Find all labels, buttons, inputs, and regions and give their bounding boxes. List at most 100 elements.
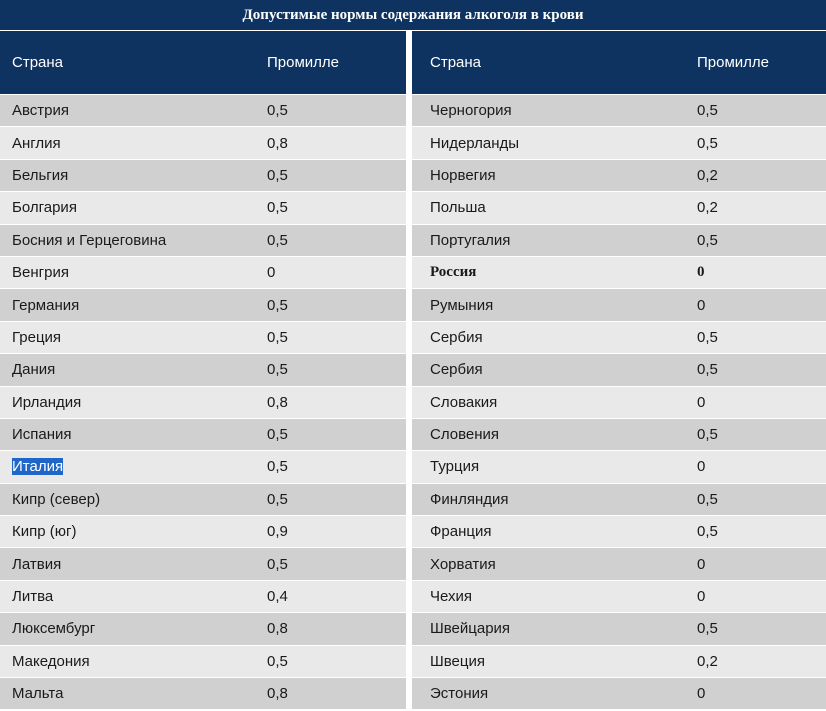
promille-cell: 0 [697, 588, 706, 606]
promille-cell: 0,5 [697, 426, 718, 444]
table-row: Франция 0,5 [412, 515, 826, 548]
country-cell: Польша [412, 199, 697, 216]
country-cell: Чехия [412, 588, 697, 605]
promille-cell: 0 [697, 296, 706, 314]
country-cell: Словения [412, 426, 697, 443]
promille-cell: 0 [697, 393, 706, 411]
promille-cell: 0,8 [267, 620, 288, 638]
country-name[interactable]: Латвия [12, 555, 62, 573]
promille-cell: 0,5 [267, 199, 288, 217]
table-row: Сербия 0,5 [412, 353, 826, 386]
country-name[interactable]: Швеция [430, 652, 485, 670]
column-divider [406, 31, 412, 711]
country-cell: Ирландия [0, 394, 267, 411]
country-cell: Италия [0, 458, 267, 476]
country-name[interactable]: Германия [12, 296, 80, 314]
promille-cell: 0,5 [267, 652, 288, 670]
country-cell: Македония [0, 653, 267, 670]
country-cell: Нидерланды [412, 135, 697, 152]
selected-country-name[interactable]: Италия [12, 458, 64, 476]
header-country: Страна [430, 54, 482, 71]
country-name[interactable]: Македония [12, 652, 90, 670]
country-name[interactable]: Швейцария [430, 620, 511, 638]
country-name[interactable]: Кипр (юг) [12, 523, 77, 541]
country-cell: Англия [0, 135, 267, 152]
country-name[interactable]: Румыния [430, 296, 494, 314]
country-name[interactable]: Австрия [12, 102, 70, 120]
table-row: Дания 0,5 [0, 353, 406, 386]
country-name[interactable]: Сербия [430, 328, 483, 346]
country-cell: Сербия [412, 361, 697, 378]
country-cell: Болгария [0, 199, 267, 216]
country-name[interactable]: Португалия [430, 231, 511, 249]
country-name[interactable]: Англия [12, 134, 61, 152]
country-name[interactable]: Турция [430, 458, 480, 476]
country-name[interactable]: Венгрия [12, 264, 69, 282]
country-cell: Германия [0, 297, 267, 314]
country-name[interactable]: Польша [430, 199, 486, 217]
country-name[interactable]: Норвегия [430, 166, 496, 184]
header-promille: Промилле [697, 54, 770, 71]
right-table-body: Черногория 0,5 Нидерланды 0,5 Норвегия 0,2 Пол… [412, 94, 826, 710]
country-cell: Хорватия [412, 556, 697, 573]
title-separator [0, 30, 826, 31]
header-promille: Промилле [267, 54, 340, 71]
table-row: Хорватия 0 [412, 547, 826, 580]
country-name[interactable]: Сербия [430, 361, 483, 379]
country-name[interactable]: Бельгия [12, 166, 69, 184]
country-name[interactable]: Мальта [12, 685, 64, 703]
country-cell: Кипр (юг) [0, 523, 267, 540]
country-name[interactable]: Финляндия [430, 490, 509, 508]
table-row: Венгрия 0 [0, 255, 406, 289]
promille-cell: 0,8 [267, 393, 288, 411]
promille-cell: 0,5 [697, 231, 718, 249]
promille-cell: 0,5 [267, 555, 288, 573]
promille-cell: 0,5 [267, 102, 288, 120]
table-row: Турция 0 [412, 450, 826, 483]
promille-cell: 0 [267, 264, 276, 282]
table-row: Португалия 0,5 [412, 223, 826, 256]
table-row: Нидерланды 0,5 [412, 126, 826, 159]
table-row: Россия 0 [412, 255, 826, 289]
country-name[interactable]: Болгария [12, 199, 77, 217]
promille-cell: 0,8 [267, 685, 288, 703]
country-cell: Финляндия [412, 491, 697, 508]
country-name[interactable]: Греция [12, 328, 62, 346]
promille-cell: 0,5 [697, 328, 718, 346]
promille-cell: 0,5 [267, 328, 288, 346]
country-name[interactable]: Чехия [430, 588, 473, 606]
table-row: Польша 0,2 [412, 191, 826, 224]
country-name[interactable]: Словакия [430, 393, 498, 411]
country-name[interactable]: Эстония [430, 685, 489, 703]
country-cell: Норвегия [412, 167, 697, 184]
country-name[interactable]: Нидерланды [430, 134, 520, 152]
country-cell: Бельгия [0, 167, 267, 184]
country-name[interactable]: Дания [12, 361, 56, 379]
table-row: Кипр (юг) 0,9 [0, 515, 406, 548]
country-name[interactable]: Черногория [430, 102, 512, 120]
country-name[interactable]: Ирландия [12, 393, 82, 411]
promille-cell: 0,5 [267, 166, 288, 184]
country-name[interactable]: Люксембург [12, 620, 96, 638]
table-row: Румыния 0 [412, 288, 826, 321]
table-row: Македония 0,5 [0, 644, 406, 678]
country-name[interactable]: Словения [430, 426, 500, 444]
table-row: Ирландия 0,8 [0, 385, 406, 418]
promille-cell: 0 [697, 555, 706, 573]
table-row: Швейцария 0,5 [412, 612, 826, 645]
country-name[interactable]: Франция [430, 523, 492, 541]
table-title: Допустимые нормы содержания алкоголя в к… [0, 0, 826, 30]
country-name[interactable]: Кипр (север) [12, 490, 101, 508]
left-table: Страна Промилле Австрия 0,5 Англия 0,8 Бельг… [0, 31, 406, 711]
country-name[interactable]: Испания [12, 426, 72, 444]
country-name[interactable]: Литва [12, 588, 54, 606]
country-cell: Швеция [412, 653, 697, 670]
promille-cell: 0,8 [267, 134, 288, 152]
country-name[interactable]: Россия [430, 264, 477, 281]
country-name[interactable]: Босния и Герцеговина [12, 231, 167, 249]
table-row: Кипр (север) 0,5 [0, 482, 406, 516]
country-cell: Россия [412, 264, 697, 281]
right-table: Страна Промилле Черногория 0,5 Нидерланды 0… [412, 31, 826, 711]
promille-cell: 0,2 [697, 199, 718, 217]
country-name[interactable]: Хорватия [430, 555, 496, 573]
